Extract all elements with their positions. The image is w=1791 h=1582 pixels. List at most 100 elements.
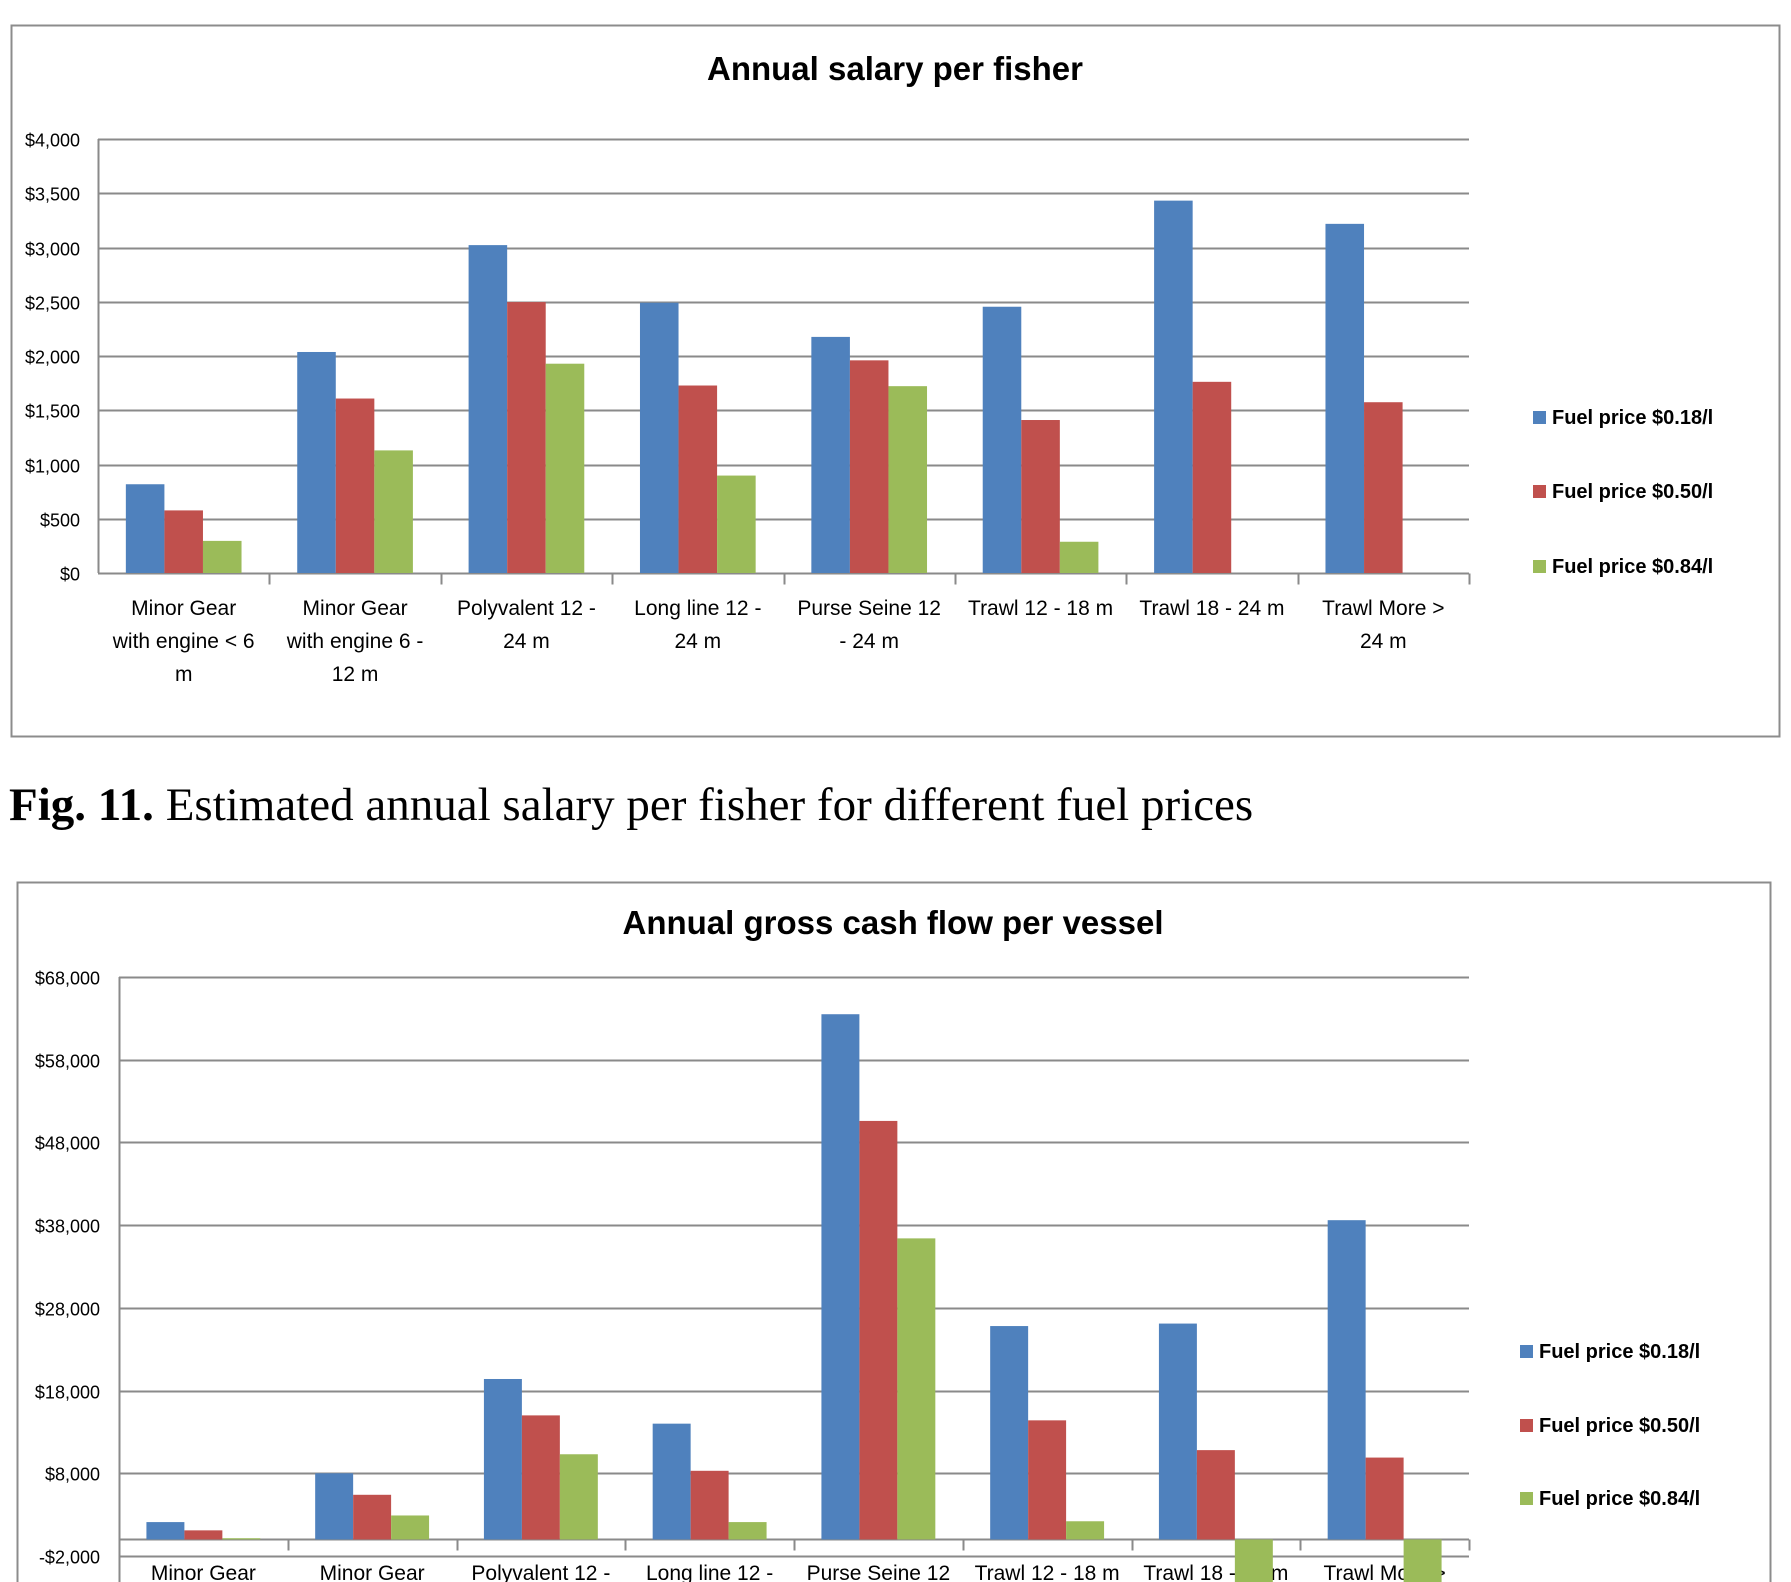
legend-swatch [1520, 1419, 1533, 1432]
y-tick-label: $3,000 [25, 240, 80, 260]
bar [897, 1238, 936, 1540]
bar [1066, 1521, 1105, 1540]
bar [652, 1423, 691, 1540]
bar [859, 1120, 898, 1540]
legend-swatch [1520, 1345, 1533, 1358]
y-tick-label: $48,000 [35, 1134, 100, 1154]
x-category-label: 24 m [503, 630, 550, 653]
legend-label: Fuel price $0.50/l [1552, 481, 1713, 503]
y-tick-label: $500 [40, 511, 80, 531]
figure-caption-text: Estimated annual salary per fisher for d… [153, 779, 1254, 831]
bar [468, 245, 508, 573]
bar [1327, 1220, 1366, 1540]
bar [202, 540, 242, 573]
legend-label: Fuel price $0.84/l [1552, 556, 1713, 578]
bar [164, 510, 203, 573]
x-category-label: Minor Gear [151, 1562, 256, 1582]
x-category-label: Purse Seine 12 [807, 1562, 951, 1582]
x-category-label: Trawl 12 - 18 m [968, 597, 1113, 620]
bar [1158, 1323, 1197, 1540]
x-category-label: Polyvalent 12 - [471, 1562, 610, 1582]
salary-chart: Annual salary per fisher $0 $500 $1,000 $1,… [10, 24, 1781, 738]
bar [1192, 381, 1232, 573]
bar [315, 1473, 354, 1540]
x-category-label: Trawl 12 - 18 m [975, 1562, 1120, 1582]
bar [1028, 1420, 1067, 1540]
bar [990, 1326, 1029, 1540]
legend-label: Fuel price $0.50/l [1539, 1415, 1700, 1437]
y-tick-label: $68,000 [35, 969, 100, 989]
cash-flow-chart: Annual gross cash flow per vessel -$2,00… [16, 881, 1772, 1582]
y-tick-label: $1,000 [25, 457, 80, 477]
y-tick-label: $2,000 [25, 348, 80, 368]
bar [821, 1014, 860, 1540]
x-category-label: Trawl 18 - 24 m [1139, 597, 1284, 620]
legend-swatch [1533, 411, 1546, 424]
bar [717, 475, 756, 573]
y-tick-label: $8,000 [45, 1465, 100, 1485]
x-category-label: Polyvalent 12 - [457, 597, 596, 620]
y-tick-label: $3,500 [25, 185, 80, 205]
legend-label: Fuel price $0.18/l [1539, 1341, 1700, 1363]
legend-swatch [1533, 485, 1546, 498]
bar [391, 1515, 430, 1540]
bar [335, 398, 375, 573]
x-category-label: Trawl More > [1322, 597, 1444, 620]
x-category-label: 24 m [674, 630, 721, 653]
bar [849, 360, 889, 573]
bar [1021, 420, 1060, 573]
bar [521, 1415, 560, 1540]
legend-label: Fuel price $0.84/l [1539, 1488, 1700, 1510]
x-category-label: Purse Seine 12 [797, 597, 941, 620]
bar [559, 1454, 598, 1540]
x-category-label: Long line 12 - [646, 1562, 773, 1582]
bar [1365, 1457, 1404, 1540]
bar [374, 450, 413, 573]
bar [639, 302, 679, 573]
x-category-label: Minor Gear [131, 597, 236, 620]
bar [1059, 541, 1099, 573]
y-tick-label: $2,500 [25, 294, 80, 314]
legend-swatch [1520, 1492, 1533, 1505]
bar [353, 1494, 392, 1540]
bar [1325, 223, 1365, 574]
legend-label: Fuel price $0.18/l [1552, 407, 1713, 429]
x-category-label: Minor Gear [320, 1562, 425, 1582]
x-category-label: Long line 12 - [634, 597, 761, 620]
x-category-label: Minor Gear [303, 597, 408, 620]
bar [184, 1530, 223, 1540]
bar [1196, 1450, 1235, 1540]
figure-caption: Fig. 11. Estimated annual salary per fis… [9, 778, 1253, 832]
y-tick-label: $58,000 [35, 1052, 100, 1072]
x-category-label: m [175, 663, 193, 686]
bar [483, 1378, 522, 1540]
bar [507, 302, 546, 573]
y-tick-label: $38,000 [35, 1217, 100, 1237]
bar [146, 1522, 185, 1540]
x-category-label: 12 m [332, 663, 379, 686]
legend-swatch [1533, 560, 1546, 573]
y-tick-label: $4,000 [25, 131, 80, 151]
y-tick-label: $28,000 [35, 1300, 100, 1320]
y-tick-label: $1,500 [25, 402, 80, 422]
x-category-label: 24 m [1360, 630, 1407, 653]
x-category-label: with engine 6 - [286, 630, 424, 653]
bar [222, 1538, 261, 1540]
y-tick-label: $18,000 [35, 1383, 100, 1403]
bar [690, 1470, 729, 1540]
bar [888, 386, 928, 573]
x-category-label: - 24 m [839, 630, 899, 653]
bar [545, 363, 585, 573]
bar [1364, 402, 1403, 573]
bar [125, 484, 165, 573]
x-category-label: with engine < 6 [112, 630, 255, 653]
bar [811, 336, 850, 573]
chart-title: Annual salary per fisher [707, 50, 1083, 87]
bar [1154, 200, 1193, 574]
bar [1403, 1539, 1442, 1582]
figure-label: Fig. 11. [9, 779, 154, 831]
bar [1234, 1539, 1273, 1582]
bar [678, 385, 718, 573]
bar [982, 306, 1022, 573]
